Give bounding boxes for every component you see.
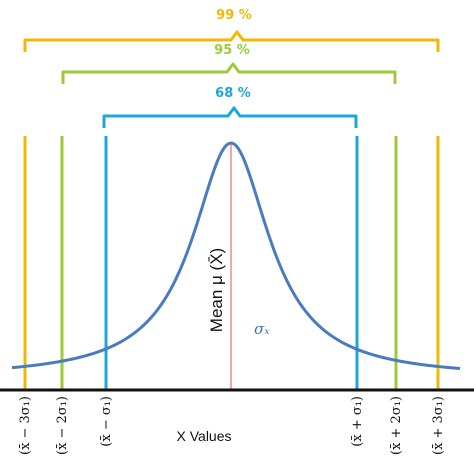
tick-minus-3-sigma: (x̄ − 3σ₁) <box>18 396 33 455</box>
bracket-68-line <box>102 106 358 128</box>
bracket-99-label: 99 % <box>216 8 252 23</box>
tick-plus-3-sigma: (x̄ + 3σ₁) <box>431 396 446 455</box>
tick-plus-2-sigma: (x̄ + 2σ₁) <box>389 396 404 455</box>
tick-minus-2-sigma: (x̄ − 2σ₁) <box>55 396 70 455</box>
bracket-99: 99 % <box>23 8 440 52</box>
x-axis-label: X Values <box>177 428 232 444</box>
tick-plus-1-sigma: (x̄ + σ₁) <box>350 396 365 447</box>
bracket-95: 95 % <box>61 43 397 84</box>
bell-curve <box>11 141 461 370</box>
bracket-68-label: 68 % <box>215 86 251 101</box>
mean-label: Mean μ (X̄) <box>207 248 226 332</box>
bracket-95-label: 95 % <box>214 43 250 58</box>
tick-minus-1-sigma: (x̄ − σ₁) <box>99 396 114 447</box>
bracket-68: 68 % <box>102 86 358 128</box>
bracket-95-line <box>61 62 397 84</box>
bracket-99-line <box>23 30 440 52</box>
sigma-label: σₓ <box>254 320 270 338</box>
